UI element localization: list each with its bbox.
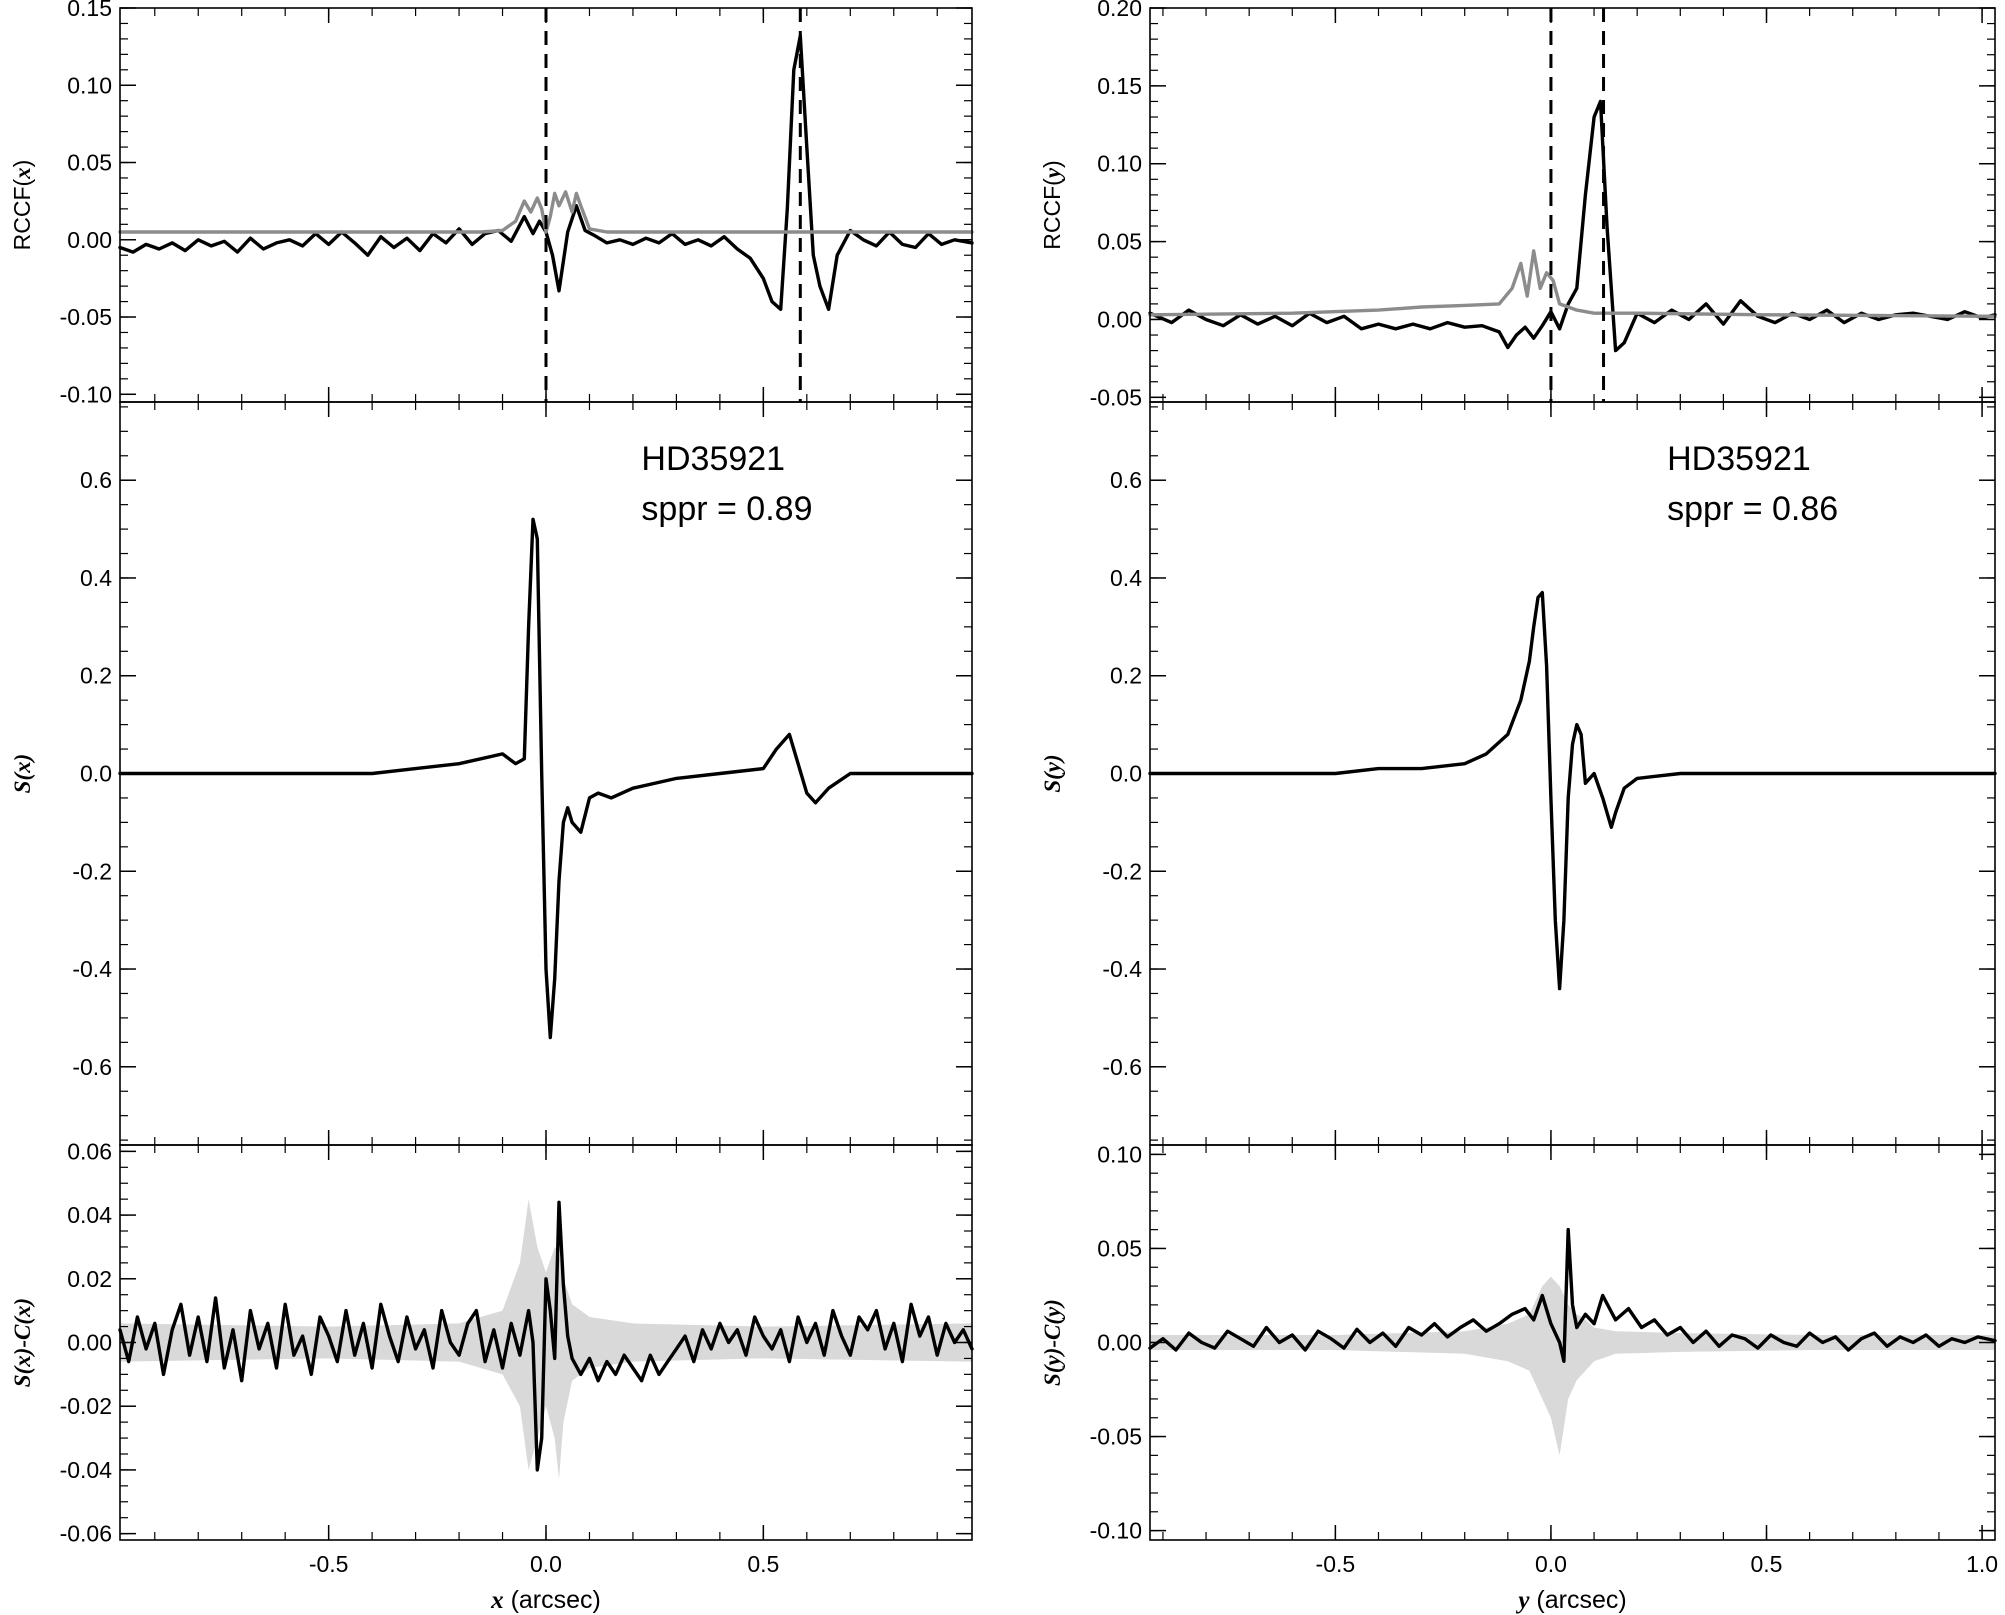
series-line-2: [1148, 249, 1997, 318]
series-line-1: [118, 1200, 974, 1472]
panel-middle-right: -0.6 -0.4 -0.2 0.0 0.2 0.4 0.6 S(y) HD35921 sppr …: [1040, 401, 1997, 1146]
y-tick-label: 0.0: [1110, 761, 1142, 787]
y-tick-label: -0.10: [1090, 1518, 1142, 1544]
y-axis-label: RCCF(x): [9, 160, 35, 251]
x-tick-label: -0.5: [1316, 1551, 1356, 1577]
y-tick-label: 0.15: [1097, 73, 1142, 99]
y-tick-label: 0.10: [1097, 151, 1142, 177]
y-tick-label: -0.2: [1102, 858, 1142, 884]
y-axis-label-variable: S(x): [10, 754, 35, 794]
x-tick-label: 0.5: [1751, 1551, 1783, 1577]
y-axis-label-text: ): [9, 160, 35, 168]
y-tick-label: 0.4: [80, 565, 112, 591]
annotation-line: HD35921: [641, 440, 785, 478]
y-axis-label: S(x)-C(x): [10, 1298, 35, 1387]
y-axis-label: S(y): [1040, 754, 1065, 792]
y-axis-label-variable: y: [1040, 167, 1065, 181]
y-tick-label: 0.10: [1097, 1141, 1142, 1167]
x-tick-label: 1.0: [1966, 1551, 1998, 1577]
panel-bottom-right: -0.10 -0.05 0.00 0.05 0.10 S(y)-C(y) -0.5 0.0 0.…: [1040, 1141, 1998, 1614]
y-axis-label: S(y)-C(y): [1040, 1299, 1065, 1386]
y-tick-label: 0.00: [67, 227, 112, 253]
y-tick-label: -0.6: [1102, 1054, 1142, 1080]
y-tick-label: 0.05: [1097, 1235, 1142, 1261]
y-tick-label: 0.2: [1110, 663, 1142, 689]
x-tick-label: 0.0: [1535, 1551, 1567, 1577]
y-tick-label: 0.05: [67, 150, 112, 176]
y-tick-label: 0.04: [67, 1202, 112, 1228]
y-tick-label: -0.4: [1102, 956, 1142, 982]
panel-top-left: -0.10 -0.05 0.00 0.05 0.10 0.15 RCCF(x): [9, 0, 974, 407]
panel-middle-left: -0.6 -0.4 -0.2 0.0 0.2 0.4 0.6 S(x) HD35921 sppr …: [10, 401, 974, 1146]
y-tick-label: 0.00: [1097, 306, 1142, 332]
y-axis-label-variable: x: [10, 167, 35, 180]
y-tick-label: 0.6: [80, 467, 112, 493]
series-line-1: [118, 517, 974, 1040]
y-tick-label: 0.0: [80, 761, 112, 787]
x-axis-label-variable: x: [490, 1587, 504, 1614]
x-tick-label: 0.5: [747, 1551, 779, 1577]
y-tick-label: -0.04: [60, 1457, 113, 1483]
y-tick-label: 0.00: [67, 1330, 112, 1356]
annotation-line: sppr = 0.86: [1667, 490, 1838, 528]
y-tick-label: 0.2: [80, 663, 112, 689]
y-tick-label: 0.06: [67, 1138, 112, 1164]
y-tick-label: -0.05: [1090, 1424, 1142, 1450]
y-axis-label-text: ): [1039, 160, 1065, 168]
y-tick-label: -0.2: [72, 858, 112, 884]
y-tick-label: 0.10: [67, 72, 112, 98]
x-tick-label: 0.0: [530, 1551, 562, 1577]
y-tick-label: -0.05: [1090, 384, 1142, 410]
x-axis-label: x (arcsec): [490, 1586, 601, 1614]
y-axis-label-variable: S(y)-C(y): [1040, 1299, 1065, 1386]
y-axis-label-text: RCCF(: [9, 178, 35, 250]
x-axis-label: y (arcsec): [1515, 1586, 1626, 1614]
panel-bottom-left: -0.06 -0.04 -0.02 0.00 0.02 0.04 0.06 S(x)-C(x)…: [10, 1138, 974, 1614]
y-axis-label-variable: S(x)-C(x): [10, 1298, 35, 1387]
x-axis-label-unit: (arcsec): [1529, 1586, 1626, 1614]
y-tick-label: 0.6: [1110, 467, 1142, 493]
x-axis-label-unit: (arcsec): [504, 1586, 601, 1614]
series-line-2: [118, 190, 974, 234]
y-tick-label: 0.15: [67, 0, 112, 21]
y-tick-label: -0.4: [72, 956, 112, 982]
y-tick-label: 0.4: [1110, 565, 1142, 591]
series-line-1: [118, 34, 974, 311]
annotation-line: HD35921: [1667, 440, 1811, 478]
y-tick-label: 0.02: [67, 1266, 112, 1292]
y-tick-label: -0.10: [60, 381, 112, 407]
y-axis-label-text: RCCF(: [1039, 178, 1065, 250]
x-tick-label: -0.5: [309, 1551, 349, 1577]
y-axis-label: S(x): [10, 754, 35, 794]
y-axis-label-variable: S(y): [1040, 754, 1065, 792]
y-tick-label: -0.05: [60, 304, 112, 330]
y-tick-label: 0.00: [1097, 1330, 1142, 1356]
panel-top-right: -0.05 0.00 0.05 0.10 0.15 0.20 RCCF(y): [1039, 0, 1997, 410]
series-line-1: [1148, 1227, 1997, 1364]
x-axis-label-variable: y: [1515, 1587, 1530, 1614]
y-tick-label: -0.02: [60, 1393, 112, 1419]
y-tick-label: 0.05: [1097, 229, 1142, 255]
y-tick-label: 0.20: [1097, 0, 1142, 21]
y-tick-label: -0.06: [60, 1521, 112, 1547]
uncertainty-band: [1150, 1276, 1995, 1456]
series-line-1: [1148, 590, 1997, 991]
plot-frame: [1149, 7, 1996, 403]
y-tick-label: -0.6: [72, 1054, 112, 1080]
panels-layer: -0.10-0.050.000.050.100.15RCCF(x)-0.6-0.…: [9, 0, 1998, 1614]
annotation-line: sppr = 0.89: [641, 490, 812, 528]
y-axis-label: RCCF(y): [1039, 160, 1065, 249]
